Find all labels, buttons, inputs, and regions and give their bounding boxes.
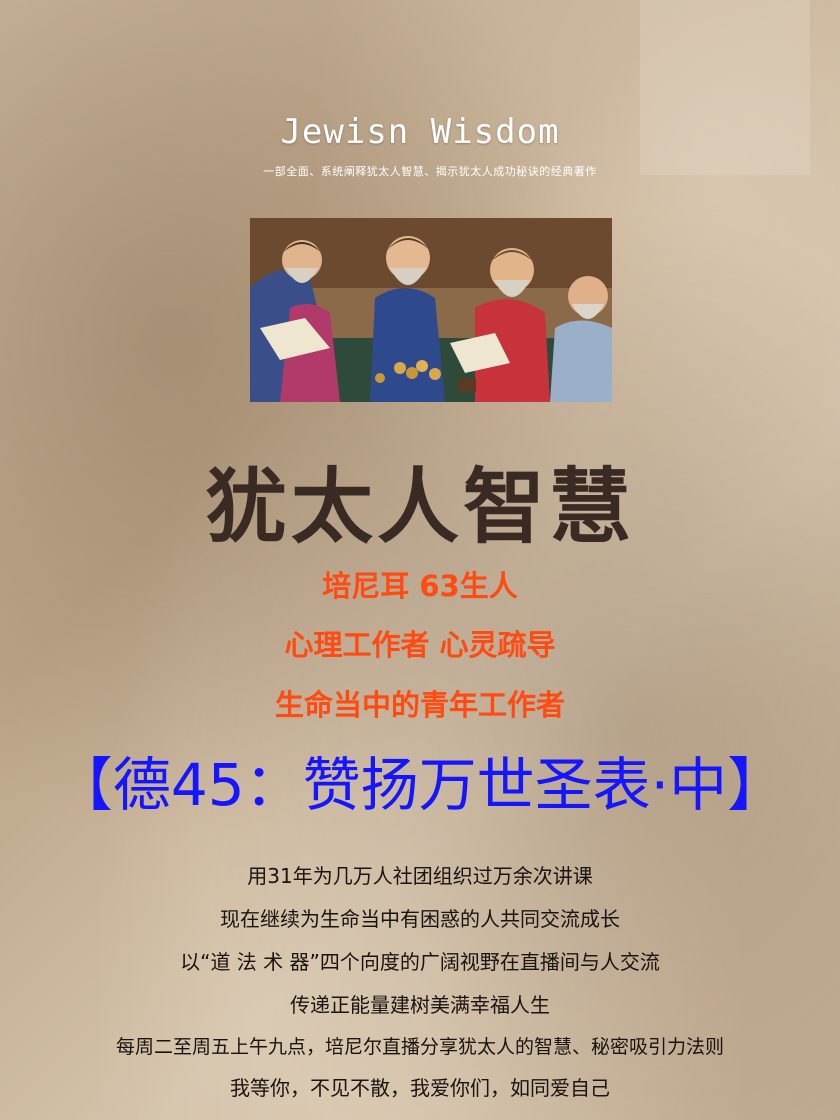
brand-subtitle: 一部全面、系统阐释犹太人智慧、揭示犹太人成功秘诀的经典著作 xyxy=(263,165,597,178)
brand-title: Jewisn Wisdom xyxy=(280,112,560,152)
background-patch xyxy=(640,0,810,175)
description-line: 我等你，不见不散，我爱你们，如同爱自己 xyxy=(230,1076,610,1100)
scholars-painting xyxy=(250,218,612,402)
promo-line-youth: 生命当中的青年工作者 xyxy=(274,688,565,722)
promo-line-age: 培尼耳 63生人 xyxy=(322,569,518,603)
description-line: 用31年为几万人社团组织过万余次讲课 xyxy=(247,864,593,888)
description-line: 以“道 法 术 器”四个向度的广阔视野在直播间与人交流 xyxy=(180,950,660,974)
description-line: 现在继续为生命当中有困惑的人共同交流成长 xyxy=(220,907,620,931)
description-line: 每周二至周五上午九点，培尼尔直播分享犹太人的智慧、秘密吸引力法则 xyxy=(115,1036,724,1058)
description-line: 传递正能量建树美满幸福人生 xyxy=(290,993,550,1017)
promo-line-role: 心理工作者 心灵疏导 xyxy=(284,628,556,662)
main-title: 犹太人智慧 xyxy=(204,459,635,555)
series-banner: 【德45：赞扬万世圣表·中】 xyxy=(54,751,786,819)
